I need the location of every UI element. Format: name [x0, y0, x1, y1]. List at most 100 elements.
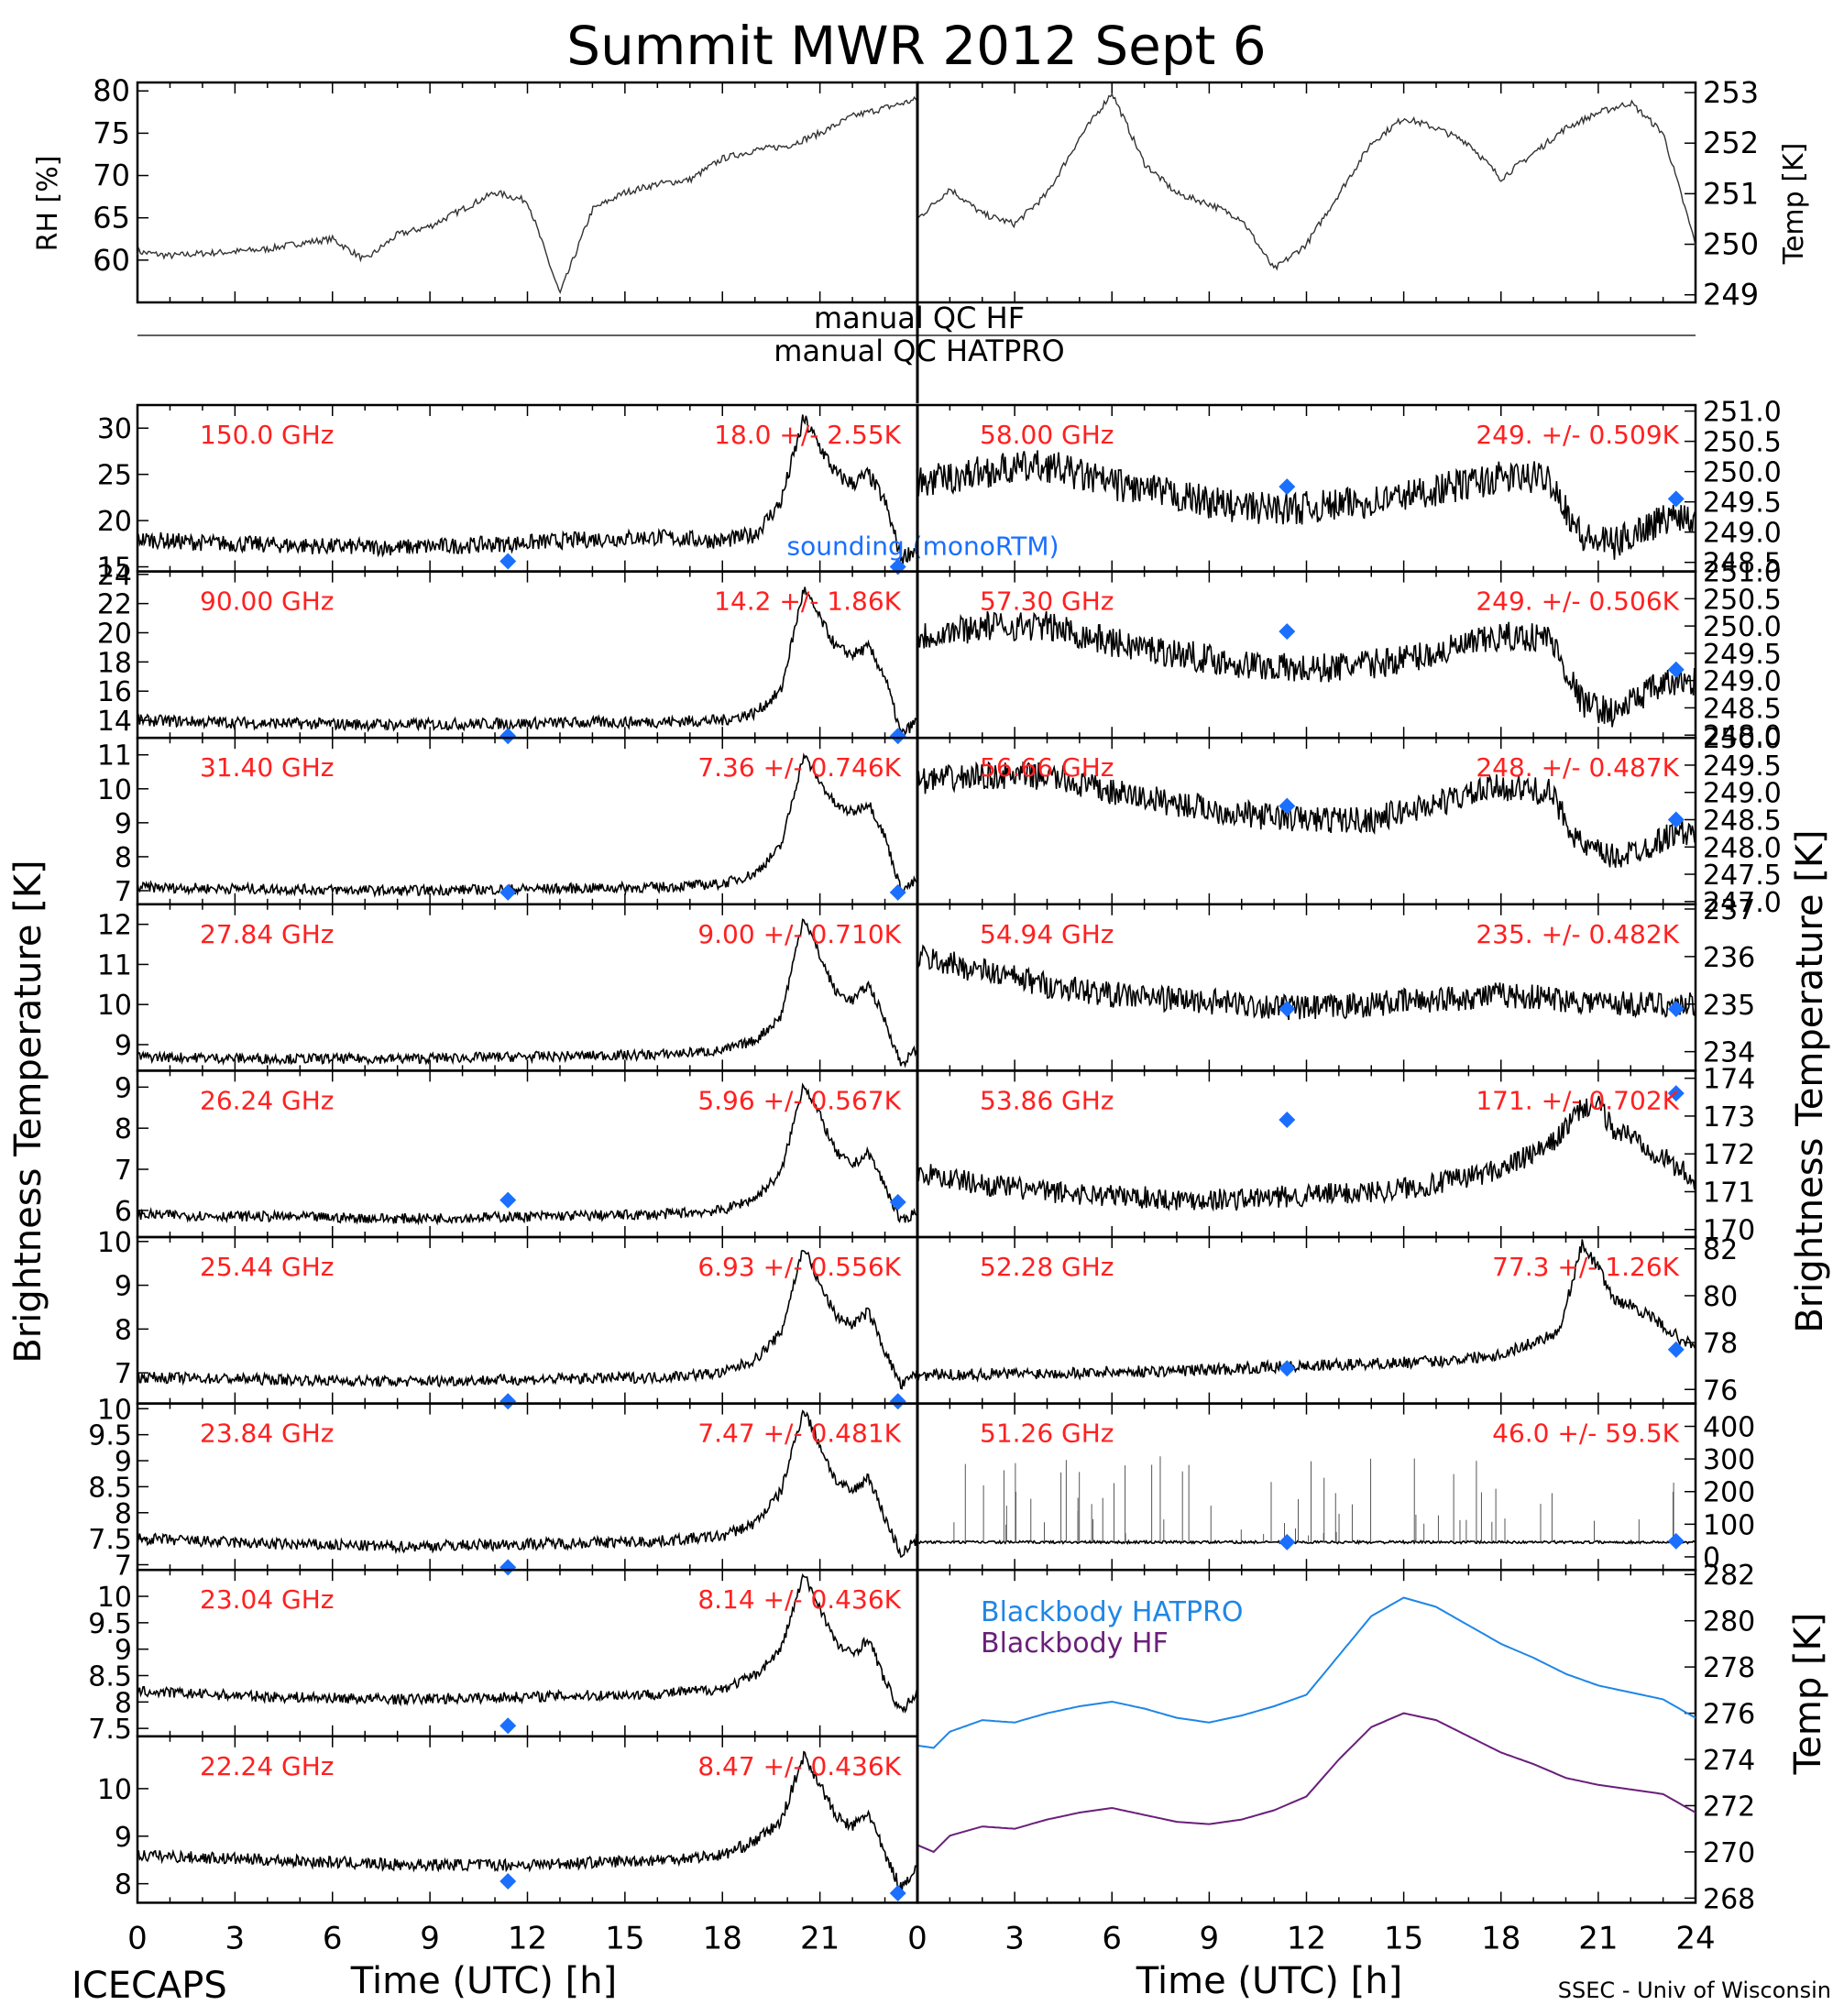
x-tick-label: 6 — [1102, 1920, 1122, 1956]
y-tick-label: 252 — [1703, 126, 1759, 160]
y-tick-label: 9 — [115, 1271, 132, 1303]
data-trace — [137, 95, 918, 294]
data-trace — [916, 610, 1696, 728]
y-tick-label: 251.0 — [1703, 557, 1782, 589]
series-line — [916, 1596, 1696, 1749]
x-tick-label: 18 — [703, 1920, 742, 1956]
channel-stat: 77.3 +/- 1.26K — [1492, 1252, 1679, 1282]
y-tick-label: 251.0 — [1703, 397, 1782, 429]
panel-p52: 76 78 80 82 52.28 GHz 77.3 +/- 1.26K — [916, 1234, 1738, 1407]
y-tick-label: 249.5 — [1703, 751, 1782, 783]
sounding-point — [499, 1717, 517, 1735]
panel-p54: 234 235 236 237 54.94 GHz 235. +/- 0.482K — [916, 894, 1755, 1072]
y-tick-label: 75 — [93, 115, 130, 150]
y-tick-label: 8 — [115, 1687, 132, 1719]
panel-p150: 15 20 25 30 150.0 GHz 18.0 +/- 2.55K sounding … — [97, 403, 1059, 585]
x-tick-label: 12 — [508, 1920, 547, 1956]
sounding-point — [499, 553, 517, 570]
data-trace — [137, 1082, 918, 1226]
y-tick-label: 80 — [93, 73, 130, 108]
legend-bb-hf: Blackbody HF — [981, 1627, 1169, 1660]
sounding-point — [1667, 1532, 1685, 1550]
y-tick-label: 173 — [1703, 1101, 1755, 1134]
qc-hatpro-label: manual QC HATPRO — [774, 334, 1064, 368]
surface-temp-panel: 249 250 251 252 253 — [916, 75, 1759, 312]
channel-frequency: 57.30 GHz — [980, 586, 1114, 617]
y-tick-label: 250 — [1703, 227, 1759, 262]
sounding-point — [1667, 1085, 1685, 1102]
sounding-point — [1279, 623, 1296, 641]
x-tick-label: 21 — [1578, 1920, 1618, 1956]
channel-frequency: 58.00 GHz — [980, 420, 1114, 450]
y-tick-label: 235 — [1703, 990, 1755, 1022]
panel-p27: 9 10 11 12 27.84 GHz 9.00 +/- 0.710K — [97, 903, 919, 1072]
sounding-point — [1279, 1000, 1296, 1017]
channel-stat: 6.93 +/- 0.556K — [697, 1252, 901, 1282]
temp-top-ylabel: Temp [K] — [1778, 143, 1810, 266]
y-tick-label: 6 — [115, 1196, 132, 1228]
y-tick-label: 249 — [1703, 278, 1759, 312]
channel-frequency: 53.86 GHz — [980, 1085, 1114, 1115]
y-tick-label: 9 — [115, 1072, 132, 1104]
y-tick-label: 253 — [1703, 75, 1759, 110]
sounding-point — [499, 1873, 517, 1890]
sounding-point — [1667, 1000, 1685, 1017]
channel-stat: 171. +/- 0.702K — [1476, 1085, 1679, 1115]
y-tick-label: 18 — [97, 647, 132, 679]
x-tick-label: 3 — [1004, 1920, 1025, 1956]
y-tick-label: 247.5 — [1703, 860, 1782, 892]
y-tick-label: 0 — [1703, 1542, 1720, 1574]
sounding-point — [499, 728, 517, 745]
y-tick-label: 248.5 — [1703, 805, 1782, 838]
y-tick-label: 237 — [1703, 894, 1755, 926]
data-trace — [137, 918, 918, 1068]
channel-frequency: 150.0 GHz — [200, 420, 335, 450]
panel-p57: 248.0248.5249.0249.5250.0250.5251.057.30… — [916, 557, 1782, 752]
y-tick-label: 274 — [1703, 1745, 1755, 1777]
sounding-point — [889, 1885, 906, 1902]
y-tick-label: 247.0 — [1703, 887, 1782, 919]
panel-p53: 170 171 172 173 174 53.86 GHz 171. +/- 0.702K — [916, 1064, 1755, 1247]
series-line — [916, 1712, 1696, 1854]
x-tick-label: 9 — [1200, 1920, 1220, 1956]
data-trace — [137, 1572, 918, 1714]
y-tick-label: 249.5 — [1703, 488, 1782, 520]
panel-p23_84: 77.588.599.510 23.84 GHz 7.47 +/- 0.481K — [88, 1394, 919, 1583]
y-tick-label: 10 — [97, 1394, 132, 1426]
rh-ylabel: RH [%] — [32, 156, 64, 252]
left-ylabel: Brightness Temperature [K] — [7, 860, 49, 1363]
y-tick-label: 7.5 — [88, 1714, 132, 1746]
channel-stat: 7.47 +/- 0.481K — [697, 1419, 901, 1449]
y-tick-label: 20 — [97, 619, 132, 651]
channel-stat: 9.00 +/- 0.710K — [697, 919, 901, 949]
xlabel-left: Time (UTC) [h] — [350, 1960, 617, 2002]
sounding-point — [1279, 797, 1296, 815]
channel-stat: 248. +/- 0.487K — [1476, 752, 1679, 783]
channel-stat: 5.96 +/- 0.567K — [697, 1085, 901, 1115]
rh-panel: 60 65 70 75 80 — [93, 73, 919, 304]
y-tick-label: 10 — [97, 1227, 132, 1259]
sounding-point — [1279, 1112, 1296, 1129]
data-trace — [137, 414, 918, 564]
channel-frequency: 31.40 GHz — [200, 752, 335, 783]
y-tick-label: 250.0 — [1703, 457, 1782, 489]
channel-frequency: 26.24 GHz — [200, 1085, 335, 1115]
y-tick-label: 248.5 — [1703, 548, 1782, 580]
y-tick-label: 248.0 — [1703, 720, 1782, 752]
x-tick-label: 24 — [1675, 1920, 1715, 1956]
y-tick-label: 16 — [97, 676, 132, 708]
sounding-point — [889, 1193, 906, 1211]
y-tick-label: 272 — [1703, 1791, 1755, 1823]
channel-stat: 249. +/- 0.506K — [1476, 586, 1679, 617]
channel-frequency: 22.24 GHz — [200, 1751, 335, 1781]
channel-frequency: 54.94 GHz — [980, 919, 1114, 949]
channel-frequency: 25.44 GHz — [200, 1252, 335, 1282]
data-trace — [916, 1239, 1696, 1383]
panel-p22: 8 9 10 22.24 GHz 8.47 +/- 0.436K — [97, 1735, 919, 1904]
y-tick-label: 7 — [115, 1155, 132, 1187]
y-tick-label: 250.0 — [1703, 723, 1782, 755]
y-tick-label: 9 — [115, 808, 132, 840]
y-tick-label: 8 — [115, 1869, 132, 1901]
